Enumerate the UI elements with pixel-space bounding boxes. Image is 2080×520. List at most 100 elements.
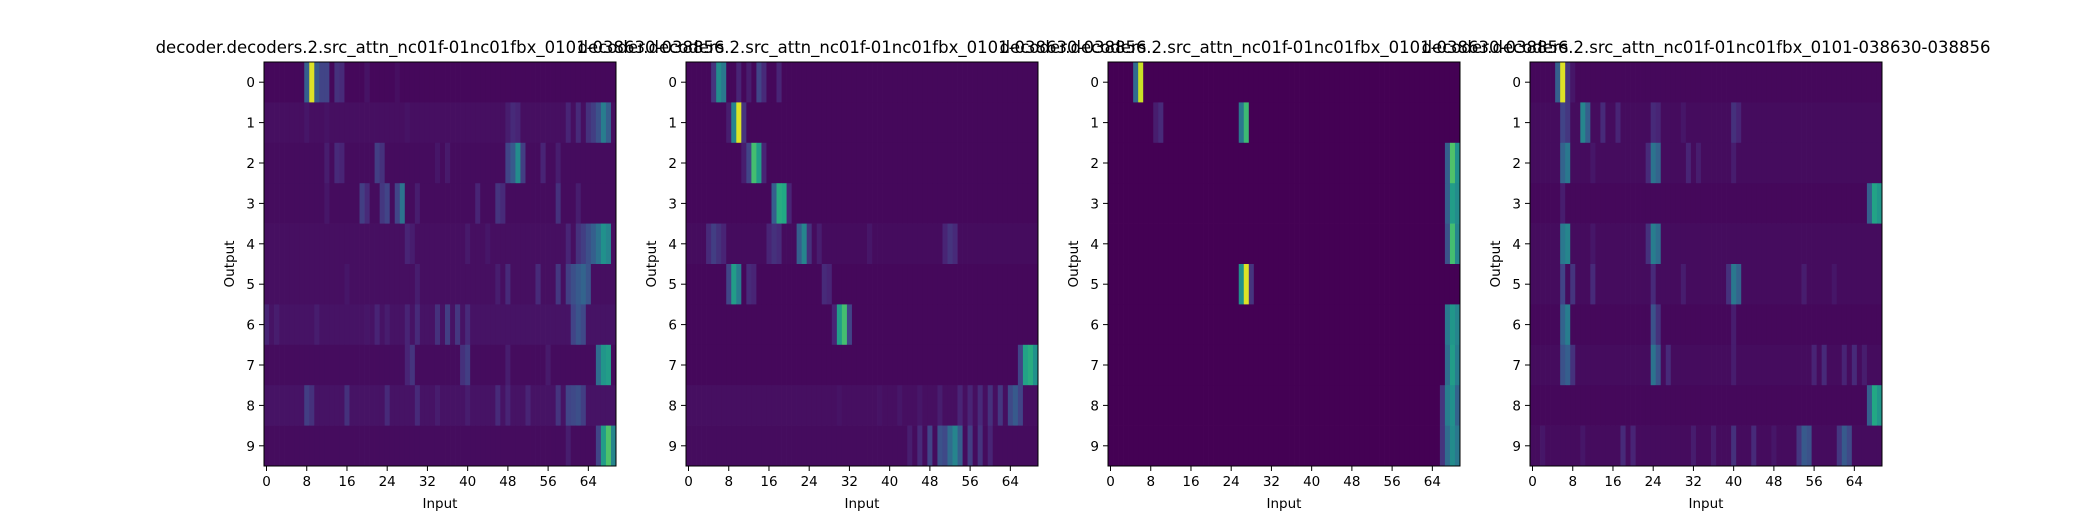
heatmap-cell: [1856, 264, 1863, 305]
heatmap-cell: [796, 264, 803, 305]
heatmap-cell: [404, 304, 411, 346]
heatmap-cell: [746, 304, 752, 346]
heatmap-cell: [1364, 304, 1370, 346]
heatmap-cell: [1304, 223, 1310, 265]
heatmap-cell: [1344, 183, 1350, 224]
heatmap-cell: [751, 264, 757, 305]
heatmap-cell: [1208, 142, 1214, 184]
heatmap-cell: [1846, 425, 1853, 467]
heatmap-cell: [696, 425, 702, 467]
heatmap-cell: [1143, 102, 1149, 144]
heatmap-cell: [1188, 62, 1194, 103]
y-tick-label: 2: [246, 156, 255, 172]
heatmap-cell: [721, 344, 727, 386]
heatmap-cell: [424, 102, 431, 144]
heatmap-cell: [867, 183, 873, 224]
heatmap-cell: [756, 183, 762, 224]
heatmap-cell: [339, 344, 345, 386]
heatmap-cell: [957, 62, 963, 103]
heatmap-cell: [1128, 304, 1134, 346]
heatmap-cell: [1123, 425, 1129, 467]
heatmap-cell: [1253, 264, 1260, 305]
heatmap-cell: [1143, 385, 1149, 426]
heatmap-cell: [1113, 344, 1119, 386]
heatmap-cell: [450, 425, 456, 467]
heatmap-cell: [1640, 385, 1647, 426]
heatmap-cell: [1841, 62, 1848, 103]
heatmap-cell: [716, 223, 722, 265]
heatmap-cell: [399, 62, 406, 103]
heatmap-cell: [540, 385, 546, 426]
heatmap-cell: [947, 102, 953, 144]
heatmap-cell: [580, 142, 587, 184]
heatmap-cell: [1248, 304, 1255, 346]
heatmap-cell: [947, 344, 953, 386]
heatmap-cell: [500, 425, 506, 467]
heatmap-cell: [1032, 102, 1039, 144]
heatmap-cell: [1027, 142, 1034, 184]
heatmap-cell: [1354, 425, 1360, 467]
heatmap-cell: [1228, 223, 1235, 265]
heatmap-cell: [1409, 223, 1416, 265]
heatmap-cell: [610, 344, 617, 386]
heatmap-cell: [1625, 425, 1631, 467]
heatmap-cell: [1329, 385, 1335, 426]
heatmap-cell: [550, 304, 557, 346]
heatmap-cell: [1017, 264, 1024, 305]
heatmap-cell: [977, 183, 984, 224]
heatmap-cell: [882, 264, 888, 305]
heatmap-cell: [927, 304, 933, 346]
heatmap-cell: [1796, 385, 1802, 426]
heatmap-cell: [841, 385, 848, 426]
heatmap-cell: [510, 62, 516, 103]
heatmap-cell: [786, 344, 792, 386]
heatmap-cell: [836, 344, 843, 386]
heatmap-cell: [811, 223, 818, 265]
heatmap-cell: [404, 344, 411, 386]
heatmap-cell: [434, 62, 441, 103]
heatmap-cell: [299, 264, 305, 305]
heatmap-cell: [1635, 142, 1641, 184]
heatmap-cell: [766, 183, 772, 224]
heatmap-cell: [450, 264, 456, 305]
heatmap-cell: [1555, 304, 1561, 346]
heatmap-cell: [1570, 102, 1576, 144]
heatmap-cell: [1439, 264, 1446, 305]
heatmap-cell: [1359, 344, 1365, 386]
heatmap-cell: [515, 102, 521, 144]
heatmap-cell: [992, 304, 999, 346]
heatmap-cell: [590, 183, 597, 224]
heatmap-cell: [1294, 344, 1300, 386]
heatmap-cell: [1675, 264, 1682, 305]
heatmap-cell: [575, 102, 582, 144]
heatmap-cell: [761, 264, 767, 305]
heatmap-cell: [605, 223, 612, 265]
heatmap-cell: [1429, 264, 1436, 305]
heatmap-cell: [1680, 304, 1687, 346]
heatmap-cell: [575, 344, 582, 386]
heatmap-cell: [696, 344, 702, 386]
heatmap-cell: [1118, 62, 1124, 103]
heatmap-cell: [947, 62, 953, 103]
heatmap-cell: [1876, 183, 1883, 224]
heatmap-cell: [369, 304, 375, 346]
heatmap-cell: [736, 344, 742, 386]
heatmap-cell: [1575, 304, 1581, 346]
heatmap-cell: [746, 264, 752, 305]
heatmap-cell: [1856, 62, 1863, 103]
heatmap-cell: [761, 385, 767, 426]
heatmap-cell: [354, 62, 360, 103]
heatmap-cell: [766, 425, 772, 467]
heatmap-cell: [424, 142, 431, 184]
heatmap-cell: [329, 102, 335, 144]
heatmap-cell: [1439, 62, 1446, 103]
heatmap-cell: [1173, 425, 1179, 467]
heatmap-cell: [1329, 425, 1335, 467]
heatmap-cell: [515, 62, 521, 103]
heatmap-cell: [419, 183, 426, 224]
heatmap-cell: [314, 425, 320, 467]
heatmap-cell: [851, 425, 858, 467]
y-axis-label: Output: [1488, 241, 1504, 288]
heatmap-cell: [595, 223, 602, 265]
